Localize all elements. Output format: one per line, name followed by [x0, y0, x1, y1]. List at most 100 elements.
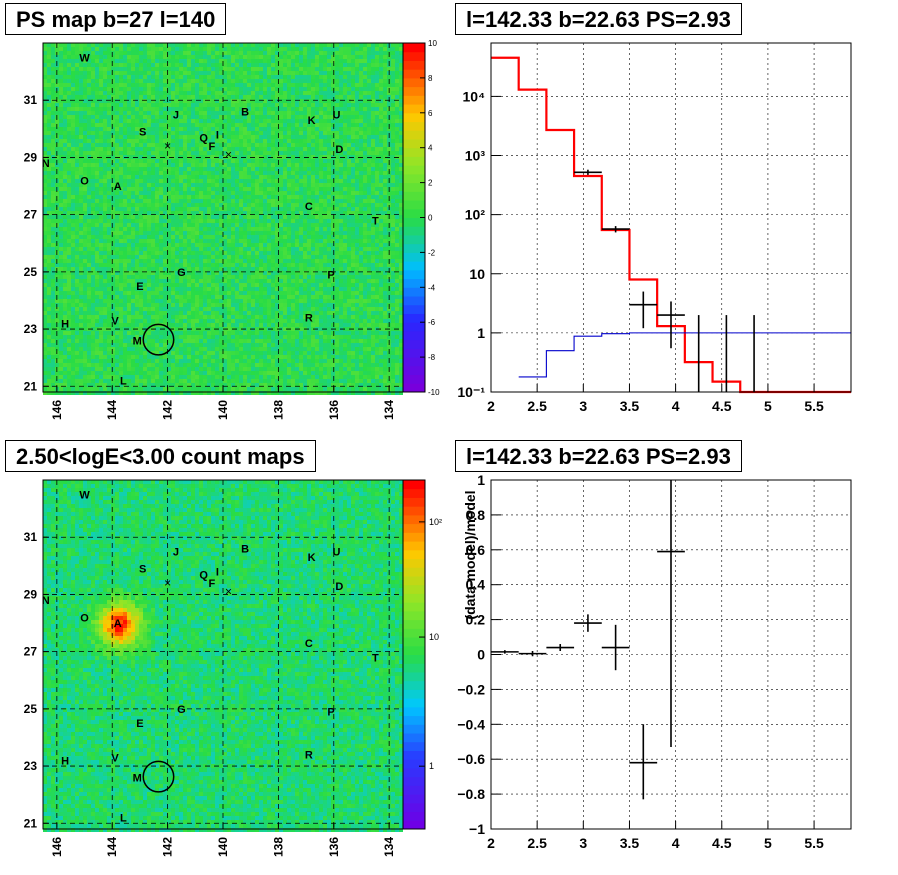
map-pixel — [83, 127, 87, 131]
map-pixel — [131, 127, 135, 131]
map-pixel — [43, 131, 47, 135]
map-pixel — [391, 227, 395, 231]
map-pixel — [219, 243, 223, 247]
map-pixel — [315, 163, 319, 167]
map-pixel — [343, 63, 347, 67]
map-pixel — [287, 103, 291, 107]
map-pixel — [267, 47, 271, 51]
map-pixel — [155, 183, 159, 187]
map-pixel — [207, 155, 211, 159]
map-pixel — [323, 131, 327, 135]
map-pixel — [115, 131, 119, 135]
map-pixel — [87, 63, 91, 67]
map-pixel — [143, 215, 147, 219]
map-pixel — [151, 207, 155, 211]
map-pixel — [175, 167, 179, 171]
map-pixel — [131, 67, 135, 71]
map-pixel — [383, 239, 387, 243]
map-pixel — [387, 83, 391, 87]
map-pixel — [227, 191, 231, 195]
map-pixel — [159, 111, 163, 115]
map-pixel — [187, 71, 191, 75]
map-pixel — [283, 151, 287, 155]
map-pixel — [43, 55, 47, 59]
map-pixel — [87, 107, 91, 111]
map-pixel — [91, 111, 95, 115]
map-pixel — [335, 71, 339, 75]
map-pixel — [371, 135, 375, 139]
map-pixel — [271, 63, 275, 67]
map-pixel — [363, 43, 367, 47]
map-pixel — [199, 219, 203, 223]
map-pixel — [195, 111, 199, 115]
map-pixel — [279, 203, 283, 207]
map-pixel — [187, 151, 191, 155]
map-pixel — [339, 175, 343, 179]
map-pixel — [267, 251, 271, 255]
map-pixel — [79, 59, 83, 63]
map-pixel — [303, 99, 307, 103]
map-pixel — [247, 95, 251, 99]
map-pixel — [335, 67, 339, 71]
map-pixel — [143, 107, 147, 111]
map-pixel — [343, 43, 347, 47]
map-pixel — [223, 79, 227, 83]
map-pixel — [227, 163, 231, 167]
map-pixel — [207, 211, 211, 215]
map-pixel — [71, 111, 75, 115]
map-pixel — [159, 155, 163, 159]
map-pixel — [387, 175, 391, 179]
map-pixel — [211, 143, 215, 147]
map-pixel — [227, 67, 231, 71]
map-pixel — [239, 127, 243, 131]
map-pixel — [263, 163, 267, 167]
map-pixel — [235, 59, 239, 63]
map-pixel — [51, 215, 55, 219]
map-pixel — [143, 43, 147, 47]
map-pixel — [347, 91, 351, 95]
map-pixel — [99, 107, 103, 111]
map-pixel — [75, 119, 79, 123]
map-pixel — [323, 255, 327, 259]
map-pixel — [211, 63, 215, 67]
map-pixel — [211, 127, 215, 131]
map-pixel — [343, 179, 347, 183]
map-pixel — [67, 199, 71, 203]
map-pixel — [395, 63, 399, 67]
map-pixel — [227, 91, 231, 95]
map-pixel — [79, 135, 83, 139]
map-pixel — [315, 99, 319, 103]
map-pixel — [111, 179, 115, 183]
map-pixel — [59, 163, 63, 167]
map-pixel — [143, 47, 147, 51]
map-pixel — [251, 231, 255, 235]
map-pixel — [315, 227, 319, 231]
map-pixel — [239, 167, 243, 171]
map-pixel — [339, 95, 343, 99]
map-pixel — [191, 151, 195, 155]
map-pixel — [327, 79, 331, 83]
map-pixel — [399, 239, 403, 243]
map-pixel — [251, 59, 255, 63]
map-pixel — [367, 171, 371, 175]
map-pixel — [159, 143, 163, 147]
map-pixel — [371, 95, 375, 99]
map-pixel — [43, 99, 47, 103]
map-pixel — [307, 111, 311, 115]
map-pixel — [167, 63, 171, 67]
map-pixel — [295, 55, 299, 59]
map-pixel — [243, 115, 247, 119]
map-pixel — [175, 91, 179, 95]
map-pixel — [67, 211, 71, 215]
map-pixel — [391, 103, 395, 107]
map-pixel — [243, 207, 247, 211]
map-pixel — [147, 47, 151, 51]
map-pixel — [243, 87, 247, 91]
map-pixel — [167, 163, 171, 167]
map-pixel — [43, 167, 47, 171]
map-pixel — [271, 219, 275, 223]
map-pixel — [243, 215, 247, 219]
map-pixel — [71, 263, 75, 267]
map-pixel — [243, 187, 247, 191]
map-pixel — [135, 47, 139, 51]
